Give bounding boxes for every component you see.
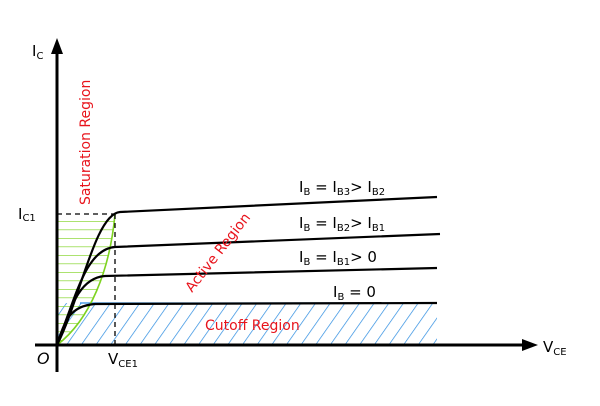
y-axis-arrow-icon	[51, 38, 63, 54]
vce1-label: VCE1	[108, 350, 138, 370]
curve-label-ib2: IB = IB2> IB1	[299, 214, 385, 234]
x-axis-arrow-icon	[522, 339, 538, 351]
curve-label-ib1: IB = IB1> 0	[299, 248, 377, 268]
curve-ib0	[55, 301, 438, 346]
active-region-label: Active Region	[183, 210, 255, 295]
saturation-boundary-curve	[56, 213, 116, 346]
saturation-region-label: Saturation Region	[78, 80, 94, 205]
curve-label-ib0: IB = 0	[333, 283, 376, 303]
origin-label: O	[37, 349, 50, 368]
curve-ib3	[56, 195, 438, 346]
y-axis-label: IC	[32, 42, 43, 62]
ic1-label: IC1	[18, 205, 36, 224]
x-axis-label: VCE	[543, 338, 567, 358]
curve-label-ib3: IB = IB3> IB2	[299, 178, 385, 198]
cutoff-region-label: Cutoff Region	[205, 318, 300, 334]
cutoff-region-hatch	[57, 303, 437, 345]
